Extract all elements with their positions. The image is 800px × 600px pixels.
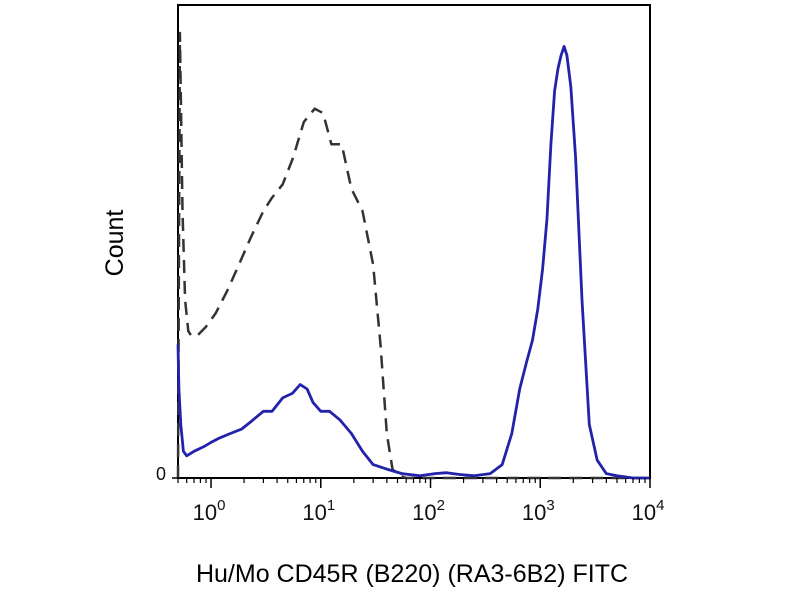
y-axis-title: Count <box>101 210 129 277</box>
x-tick-label: 101 <box>302 497 335 525</box>
x-tick-label: 102 <box>412 497 445 525</box>
x-axis-title: Hu/Mo CD45R (B220) (RA3-6B2) FITC <box>196 560 628 588</box>
series-line-solid <box>176 45 650 480</box>
series-layer <box>176 31 650 480</box>
y-tick-label: 0 <box>156 464 166 484</box>
series-line-dashed <box>176 31 650 480</box>
x-tick-label: 100 <box>193 497 226 525</box>
x-tick-label: 103 <box>522 497 555 525</box>
x-axis-ticks: 100 101 102 103 104 <box>177 478 665 525</box>
x-tick-label: 104 <box>632 497 665 525</box>
y-axis-ticks: 0 <box>156 464 178 484</box>
